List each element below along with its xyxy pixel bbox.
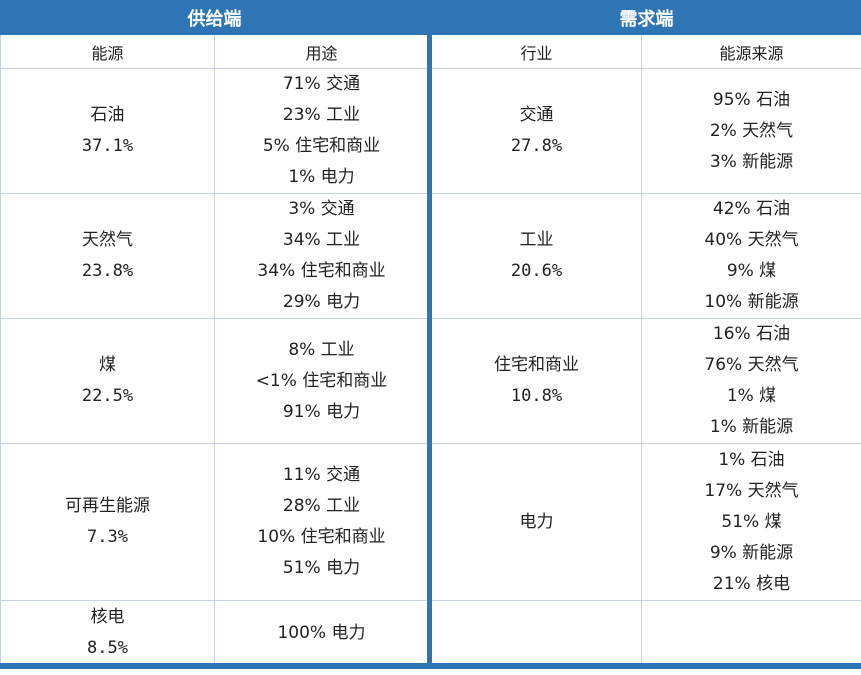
- use-item: 100% 电力: [277, 622, 366, 643]
- supply-row: 煤 22.5% 8% 工业 <1% 住宅和商业 91% 电力: [0, 318, 429, 444]
- use-item: 23% 工业: [282, 105, 361, 125]
- sector-pct: 20.6%: [510, 261, 563, 281]
- sector-name: 工业: [519, 230, 554, 250]
- bottom-border: [0, 663, 861, 669]
- source-item: 3% 新能源: [709, 151, 794, 172]
- source-item: 21% 核电: [712, 573, 791, 594]
- source-name: 可再生能源: [65, 496, 150, 516]
- source-name: 天然气: [82, 230, 133, 250]
- source-pct: 37.1%: [81, 136, 134, 156]
- supply-col-source: 能源: [0, 34, 215, 69]
- supply-use-cell: 8% 工业 <1% 住宅和商业 91% 电力: [214, 318, 429, 444]
- source-item: 42% 石油: [712, 199, 791, 219]
- use-item: 71% 交通: [282, 74, 361, 94]
- source-item: 9% 煤: [726, 261, 777, 281]
- source-item: 1% 石油: [718, 449, 785, 470]
- demand-row: 电力 1% 石油 17% 天然气 51% 煤 9% 新能源 21% 核电: [431, 443, 861, 601]
- source-name: 煤: [99, 355, 116, 375]
- use-item: 34% 住宅和商业: [257, 261, 386, 281]
- demand-title: 需求端: [431, 0, 861, 35]
- source-item: 1% 新能源: [709, 417, 794, 437]
- supply-source-cell: 石油 37.1%: [0, 68, 215, 194]
- use-item: 5% 住宅和商业: [262, 136, 381, 156]
- supply-row: 核电 8.5% 100% 电力: [0, 600, 429, 666]
- supply-source-cell: 天然气 23.8%: [0, 193, 215, 319]
- use-item: 28% 工业: [282, 496, 361, 516]
- sector-name: 交通: [519, 105, 554, 125]
- supply-row: 可再生能源 7.3% 11% 交通 28% 工业 10% 住宅和商业 51% 电…: [0, 443, 429, 601]
- center-divider: [427, 0, 432, 668]
- use-item: 3% 交通: [288, 199, 355, 219]
- sector-pct: 10.8%: [510, 386, 563, 406]
- demand-source-cell: 16% 石油 76% 天然气 1% 煤 1% 新能源: [641, 318, 861, 444]
- demand-col-source: 能源来源: [641, 34, 861, 69]
- source-pct: 23.8%: [81, 261, 134, 281]
- sector-pct: 27.8%: [510, 136, 563, 156]
- use-item: 10% 住宅和商业: [257, 527, 386, 547]
- source-pct: 7.3%: [87, 527, 128, 547]
- source-name: 核电: [90, 607, 125, 627]
- sector-name: 住宅和商业: [494, 355, 579, 375]
- use-item: 91% 电力: [282, 401, 361, 422]
- source-item: 1% 煤: [726, 386, 777, 406]
- source-item: 51% 煤: [721, 511, 782, 532]
- demand-source-cell: 42% 石油 40% 天然气 9% 煤 10% 新能源: [641, 193, 861, 319]
- source-item: 76% 天然气: [704, 355, 799, 375]
- sector-name: 电力: [519, 511, 554, 532]
- source-item: 2% 天然气: [709, 120, 794, 141]
- use-item: 11% 交通: [282, 465, 361, 485]
- supply-source-cell: 核电 8.5%: [0, 600, 215, 666]
- use-item: 29% 电力: [282, 292, 361, 312]
- supply-table: 供给端 能源 用途 石油 37.1% 71% 交通 23% 工业 5% 住宅和商…: [0, 0, 429, 666]
- demand-row: [431, 600, 861, 666]
- demand-table: 需求端 行业 能源来源 交通 27.8% 95% 石油 2% 天然气 3% 新能…: [431, 0, 861, 666]
- source-pct: 8.5%: [87, 638, 128, 658]
- supply-use-cell: 100% 电力: [214, 600, 429, 666]
- demand-sector-cell: 电力: [431, 443, 642, 601]
- demand-row: 交通 27.8% 95% 石油 2% 天然气 3% 新能源: [431, 68, 861, 194]
- supply-use-cell: 71% 交通 23% 工业 5% 住宅和商业 1% 电力: [214, 68, 429, 194]
- demand-sector-cell: 交通 27.8%: [431, 68, 642, 194]
- source-item: 9% 新能源: [709, 542, 794, 563]
- demand-source-cell: 1% 石油 17% 天然气 51% 煤 9% 新能源 21% 核电: [641, 443, 861, 601]
- use-item: 34% 工业: [282, 230, 361, 250]
- demand-sector-cell: 住宅和商业 10.8%: [431, 318, 642, 444]
- source-name: 石油: [90, 105, 125, 125]
- source-item: 10% 新能源: [704, 292, 799, 312]
- source-item: 16% 石油: [712, 324, 791, 344]
- demand-row: 住宅和商业 10.8% 16% 石油 76% 天然气 1% 煤 1% 新能源: [431, 318, 861, 444]
- demand-sector-cell: 工业 20.6%: [431, 193, 642, 319]
- supply-use-cell: 11% 交通 28% 工业 10% 住宅和商业 51% 电力: [214, 443, 429, 601]
- demand-row: 工业 20.6% 42% 石油 40% 天然气 9% 煤 10% 新能源: [431, 193, 861, 319]
- supply-source-cell: 煤 22.5%: [0, 318, 215, 444]
- supply-use-cell: 3% 交通 34% 工业 34% 住宅和商业 29% 电力: [214, 193, 429, 319]
- supply-source-cell: 可再生能源 7.3%: [0, 443, 215, 601]
- demand-source-cell: [641, 600, 861, 666]
- use-item: <1% 住宅和商业: [255, 370, 388, 391]
- supply-col-use: 用途: [214, 34, 429, 69]
- supply-row: 天然气 23.8% 3% 交通 34% 工业 34% 住宅和商业 29% 电力: [0, 193, 429, 319]
- use-item: 51% 电力: [282, 558, 361, 578]
- demand-sector-cell: [431, 600, 642, 666]
- source-item: 95% 石油: [712, 89, 791, 110]
- source-item: 40% 天然气: [704, 230, 799, 250]
- use-item: 1% 电力: [288, 167, 355, 187]
- demand-source-cell: 95% 石油 2% 天然气 3% 新能源: [641, 68, 861, 194]
- use-item: 8% 工业: [288, 339, 355, 360]
- source-item: 17% 天然气: [704, 480, 799, 501]
- supply-title: 供给端: [0, 0, 429, 35]
- source-pct: 22.5%: [81, 386, 134, 406]
- supply-row: 石油 37.1% 71% 交通 23% 工业 5% 住宅和商业 1% 电力: [0, 68, 429, 194]
- demand-col-sector: 行业: [431, 34, 642, 69]
